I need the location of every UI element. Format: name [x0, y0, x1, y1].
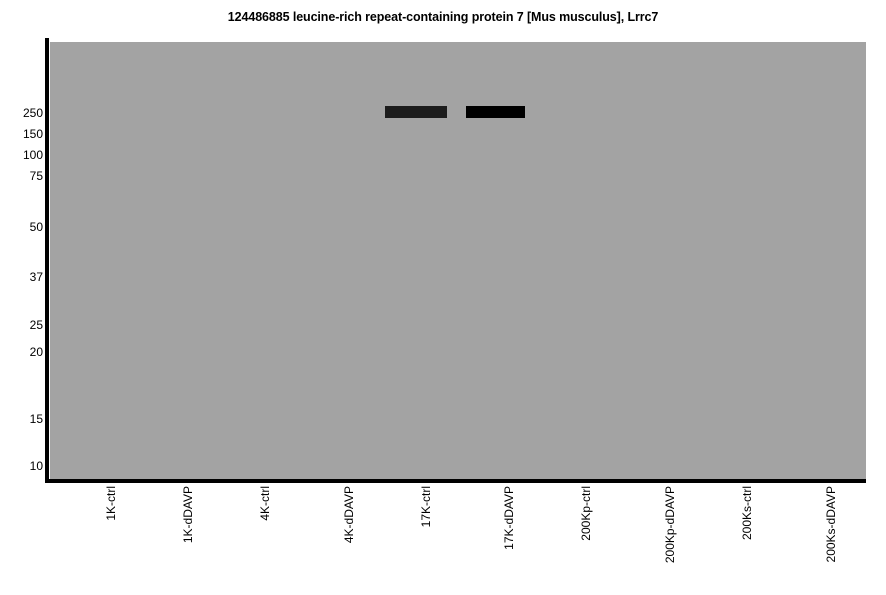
gel-plot-area	[50, 42, 866, 479]
x-axis-tick-label: 200Ks-ctrl	[740, 486, 754, 541]
y-axis-tick-label: 20	[29, 345, 43, 359]
x-axis-tick-label: 200Ks-dDAVP	[824, 486, 838, 563]
y-axis-tick-label: 10	[29, 459, 43, 473]
x-axis-tick-label: 4K-dDAVP	[342, 486, 356, 544]
x-axis-line	[45, 479, 866, 483]
y-axis-tick-label: 15	[29, 412, 43, 426]
y-axis-tick-label: 50	[29, 220, 43, 234]
x-axis-tick-label: 4K-ctrl	[258, 486, 272, 521]
gel-band	[385, 106, 447, 118]
gel-band	[466, 106, 525, 118]
page-title: 124486885 leucine-rich repeat-containing…	[227, 10, 659, 24]
y-axis-tick-labels: 250 150 100 75 50 37 25 20 15 10	[0, 0, 43, 595]
y-axis-tick-label: 37	[29, 270, 43, 284]
x-axis-tick-label: 17K-dDAVP	[502, 486, 516, 550]
x-axis-tick-label: 1K-ctrl	[104, 486, 118, 521]
y-axis-tick-label: 25	[29, 318, 43, 332]
y-axis-line	[45, 38, 49, 483]
y-axis-tick-label: 75	[29, 169, 43, 183]
x-axis-tick-label: 17K-ctrl	[419, 486, 433, 528]
y-axis-tick-label: 250	[22, 106, 43, 120]
x-axis-tick-label: 200Kp-ctrl	[579, 486, 593, 541]
y-axis-tick-label: 100	[22, 148, 43, 162]
x-axis-tick-label: 200Kp-dDAVP	[663, 486, 677, 564]
y-axis-tick-label: 150	[22, 127, 43, 141]
x-axis-tick-label: 1K-dDAVP	[181, 486, 195, 544]
